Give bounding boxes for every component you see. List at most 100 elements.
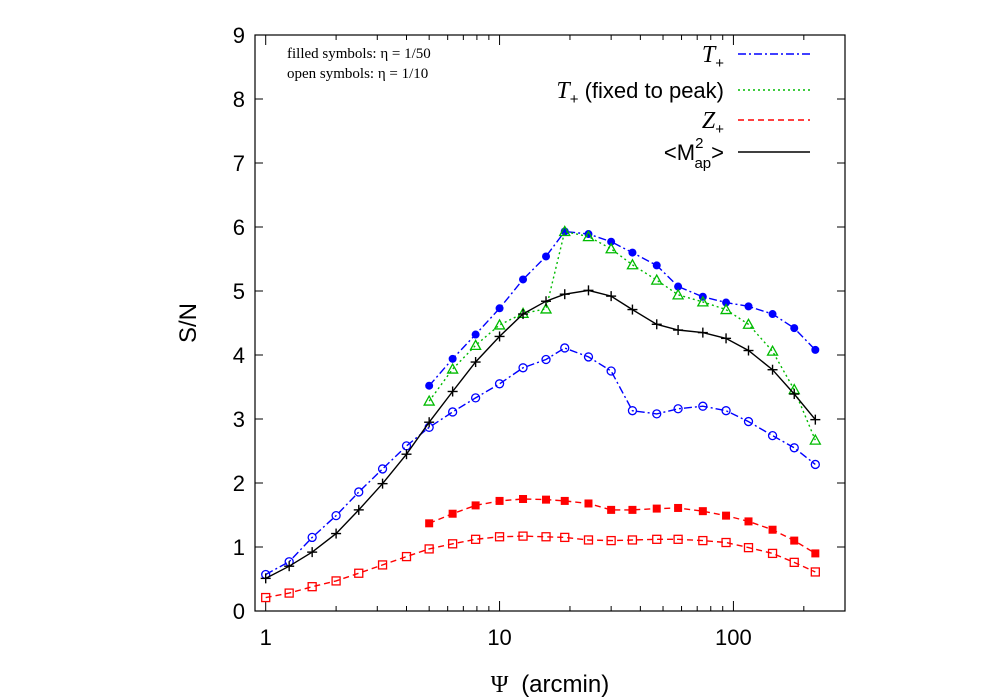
legend: T+T+ (fixed to peak)Z+<M2 ap>	[556, 42, 810, 172]
data-point	[697, 327, 708, 338]
data-point	[583, 352, 594, 362]
data-point	[284, 561, 295, 572]
data-point	[470, 534, 481, 544]
data-point	[627, 406, 638, 416]
data-point	[424, 417, 435, 428]
data-point	[542, 495, 551, 504]
data-point	[606, 535, 616, 546]
data-point	[470, 357, 481, 368]
data-point	[744, 302, 753, 311]
data-point	[607, 505, 616, 514]
series-line	[428, 230, 816, 387]
data-point	[518, 309, 529, 320]
data-point	[584, 499, 593, 508]
data-point	[698, 507, 707, 516]
data-point	[260, 573, 271, 584]
y-tick-label: 8	[233, 87, 245, 112]
data-point	[470, 393, 481, 403]
data-point	[354, 568, 364, 578]
legend-label-base: T	[702, 42, 717, 68]
series-line	[428, 230, 816, 441]
legend-label-sub: ap	[694, 155, 711, 172]
data-point	[401, 551, 412, 562]
data-point	[307, 532, 317, 543]
data-point	[583, 285, 594, 296]
y-tick-label: 3	[233, 407, 245, 432]
data-point	[627, 535, 638, 545]
data-point	[766, 344, 779, 356]
legend-label: Z+	[702, 108, 724, 138]
series-4	[261, 531, 820, 603]
x-tick-label: 100	[715, 625, 752, 650]
series-line	[265, 289, 816, 580]
data-point	[696, 295, 709, 307]
x-axis-title: Ψ (arcmin)	[491, 671, 609, 698]
data-point	[673, 325, 684, 336]
y-tick-label: 2	[233, 471, 245, 496]
y-tick-label: 5	[233, 279, 245, 304]
data-point	[719, 303, 733, 315]
data-point	[447, 386, 458, 397]
data-point	[541, 532, 551, 542]
legend-label: <M2 ap>	[664, 135, 724, 172]
data-point	[559, 289, 570, 300]
data-point	[401, 441, 412, 451]
legend-entry-zplus: Z+	[702, 108, 810, 138]
data-point	[493, 318, 506, 330]
data-point	[789, 389, 800, 400]
legend-label: T+ (fixed to peak)	[556, 78, 724, 108]
data-point	[650, 273, 663, 285]
data-point	[721, 333, 732, 344]
data-point	[560, 496, 569, 505]
data-point	[423, 394, 436, 406]
data-point	[698, 535, 708, 546]
y-tick-label: 7	[233, 151, 245, 176]
data-point	[767, 430, 778, 441]
legend-label-sup: 2	[695, 135, 703, 152]
note-filled-symbols: filled symbols: η = 1/50	[287, 46, 431, 62]
data-point	[401, 449, 412, 460]
legend-label-sub: +	[715, 55, 724, 72]
data-point	[811, 345, 820, 354]
legend-label-sub: +	[715, 121, 724, 138]
data-point	[471, 330, 480, 339]
data-point	[284, 588, 294, 598]
data-point	[518, 531, 528, 541]
series-layer	[260, 225, 822, 603]
series-0	[425, 227, 820, 390]
data-point	[722, 298, 731, 307]
data-point	[494, 379, 505, 389]
series-5	[260, 285, 821, 584]
data-point	[446, 362, 459, 374]
y-tick-label: 9	[233, 23, 245, 48]
data-point	[790, 536, 799, 545]
data-point	[606, 366, 616, 376]
data-point	[721, 406, 731, 416]
data-point	[447, 407, 458, 417]
data-point	[652, 409, 662, 419]
data-point	[542, 252, 551, 261]
note-open-symbols: open symbols: η = 1/10	[287, 66, 428, 82]
legend-entry-map2: <M2 ap>	[664, 135, 810, 172]
data-point	[469, 339, 482, 351]
data-point	[811, 549, 820, 558]
y-tick-label: 4	[233, 343, 245, 368]
plot-frame	[254, 34, 846, 612]
data-point	[447, 539, 458, 549]
data-point	[743, 416, 754, 427]
data-point	[377, 560, 388, 570]
data-point	[539, 302, 553, 314]
data-point	[722, 511, 731, 520]
data-point	[721, 537, 731, 548]
legend-label-base: Z	[702, 108, 716, 134]
data-point	[671, 288, 685, 300]
data-point	[651, 319, 662, 330]
x-tick-label: 10	[487, 625, 511, 650]
data-point	[518, 363, 528, 373]
data-point	[628, 505, 637, 514]
series-line	[265, 347, 816, 576]
series-line	[265, 535, 816, 599]
data-point	[768, 310, 777, 319]
data-point	[354, 487, 364, 497]
